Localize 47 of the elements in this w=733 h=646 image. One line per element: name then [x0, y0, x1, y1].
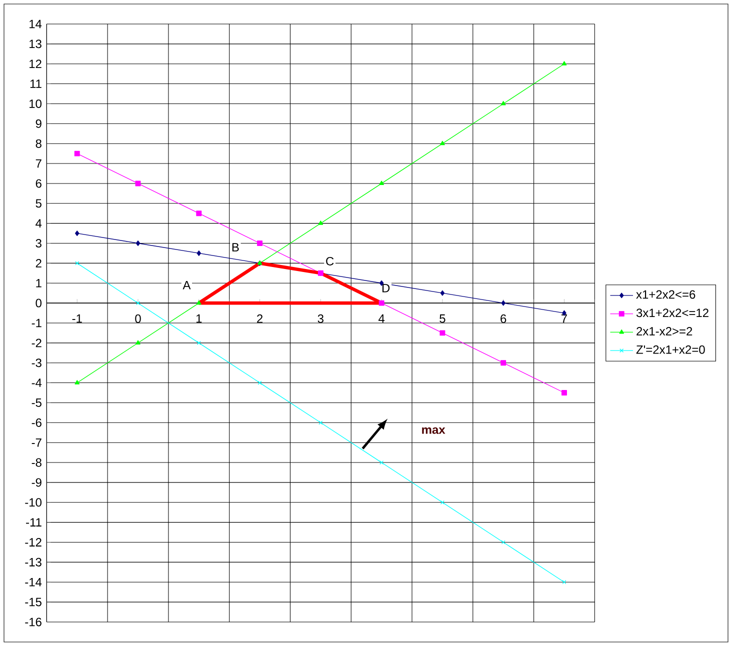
y-tick-label: -12	[25, 538, 42, 546]
annotation: A	[182, 280, 191, 290]
annotation: max	[422, 427, 446, 434]
x-tick-label: 6	[500, 314, 506, 323]
y-tick-label: 6	[36, 179, 42, 188]
y-tick-label: 3	[36, 239, 42, 248]
y-tick-label: 4	[36, 219, 42, 228]
x-tick-label: 4	[378, 314, 385, 323]
y-tick-label: -4	[32, 378, 42, 387]
y-tick-label: -16	[25, 618, 42, 626]
y-tick-label: -11	[26, 518, 42, 526]
y-tick-label: -2	[32, 338, 42, 348]
legend-label: Z'=2x1+x2=0	[636, 345, 705, 354]
y-tick-label: 0	[36, 298, 42, 308]
y-tick-label: 11	[30, 80, 42, 88]
y-tick-label: -13	[25, 558, 42, 566]
x-tick-label: 1	[196, 314, 202, 323]
y-tick-label: 12	[30, 60, 42, 68]
annotation: C	[326, 256, 334, 266]
y-tick-label: 10	[30, 99, 42, 108]
annotation: B	[232, 243, 239, 252]
x-tick-label: -1	[72, 314, 82, 323]
legend-label: 3x1+2x2<=12	[636, 308, 708, 318]
legend-label: x1+2x2<=6	[636, 290, 696, 299]
y-tick-label: 8	[36, 139, 42, 148]
y-tick-label: 2	[36, 258, 42, 268]
y-tick-label: -9	[32, 478, 42, 487]
y-tick-label: -7	[32, 438, 42, 447]
x-tick-label: 0	[135, 314, 141, 323]
legend-label: 2x1-x2>=2	[636, 326, 692, 336]
y-tick-label: 13	[30, 40, 42, 48]
y-tick-label: -10	[25, 498, 42, 507]
y-tick-label: -6	[32, 418, 42, 427]
x-tick-label: 2	[257, 314, 263, 323]
y-tick-label: 9	[36, 119, 42, 128]
x-tick-label: 5	[440, 314, 446, 323]
y-tick-label: -8	[32, 458, 42, 467]
y-tick-label: -15	[25, 598, 42, 606]
y-tick-label: 14	[30, 20, 42, 28]
x-tick-label: 3	[318, 314, 324, 323]
y-tick-label: 7	[36, 159, 42, 168]
y-tick-label: -5	[32, 398, 42, 407]
y-tick-label: 1	[36, 278, 42, 288]
y-tick-label: -3	[32, 358, 42, 368]
annotation: D	[382, 284, 390, 292]
y-tick-label: -14	[25, 578, 42, 586]
y-tick-label: 5	[36, 199, 42, 208]
